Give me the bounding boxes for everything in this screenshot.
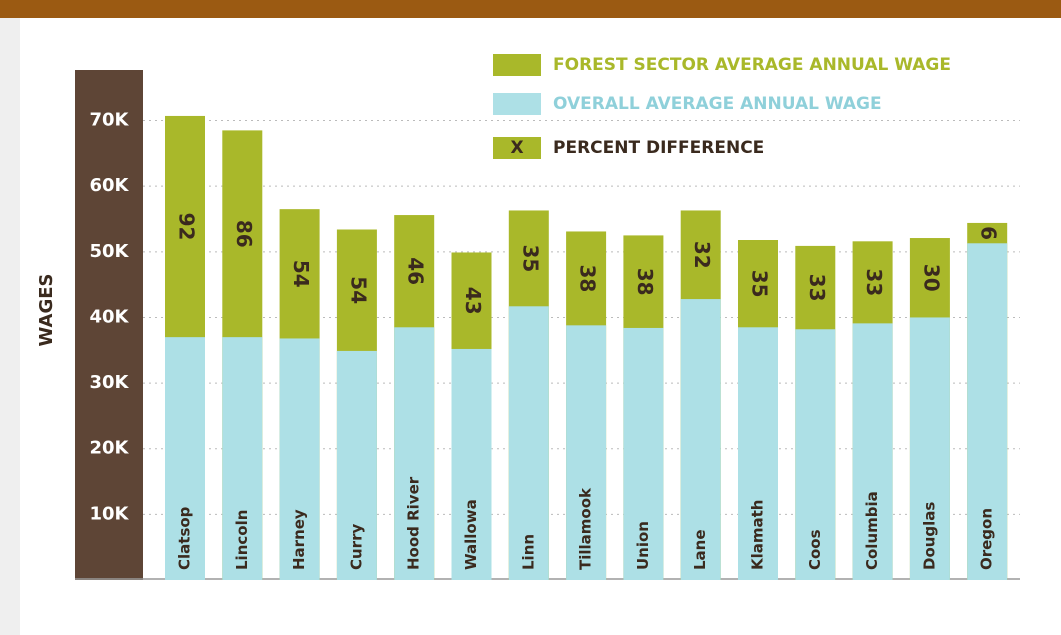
bar: [566, 325, 607, 580]
percent-label: 92: [175, 213, 199, 241]
y-tick-label: 30K: [90, 372, 130, 393]
legend-swatch: [493, 54, 541, 76]
percent-label: 43: [461, 287, 485, 315]
bar: [795, 329, 836, 580]
percent-label: 6: [977, 226, 1001, 240]
percent-label: 35: [748, 270, 772, 298]
y-tick-label: 70K: [90, 110, 130, 131]
percent-label: 86: [232, 220, 256, 248]
bar: [680, 299, 721, 580]
percent-label: 33: [862, 268, 886, 296]
x-tick-label: Coos: [806, 529, 824, 570]
legend-label: PERCENT DIFFERENCE: [553, 138, 764, 158]
bar: [852, 323, 893, 580]
bar: [623, 327, 664, 580]
percent-label: 33: [805, 274, 829, 302]
bar: [967, 243, 1008, 580]
bar: [222, 337, 263, 580]
x-tick-label: Union: [634, 521, 652, 570]
x-tick-label: Curry: [347, 524, 365, 570]
bar: [909, 317, 950, 580]
x-tick-label: Hood River: [405, 476, 423, 570]
x-tick-label: Clatsop: [176, 506, 194, 570]
bar: [451, 348, 492, 580]
x-tick-label: Lane: [691, 529, 709, 570]
percent-label: 32: [690, 241, 714, 269]
percent-label: 54: [289, 260, 313, 288]
percent-label: 38: [633, 268, 657, 296]
y-tick-label: 40K: [90, 306, 130, 327]
percent-label: 38: [576, 264, 600, 292]
y-axis-label: WAGES: [36, 273, 57, 346]
bar: [394, 327, 435, 580]
x-tick-label: Oregon: [978, 508, 996, 570]
legend-swatch: [493, 137, 541, 159]
x-tick-label: Columbia: [863, 491, 881, 570]
bar: [165, 337, 205, 580]
x-tick-label: Douglas: [920, 502, 938, 570]
legend-symbol: X: [510, 138, 523, 158]
x-tick-label: Tillamook: [577, 487, 595, 570]
percent-label: 46: [404, 257, 428, 285]
x-tick-label: Linn: [519, 534, 537, 570]
x-tick-label: Wallowa: [462, 499, 480, 570]
percent-label: 54: [346, 276, 370, 304]
top-banner: [0, 0, 1061, 18]
y-tick-label: 10K: [90, 503, 130, 524]
x-tick-label: Lincoln: [233, 510, 251, 570]
percent-label: 35: [518, 244, 542, 272]
legend-label: OVERALL AVERAGE ANNUAL WAGE: [553, 94, 882, 114]
percent-label: 30: [919, 264, 943, 292]
bar: [508, 306, 549, 580]
y-tick-label: 60K: [90, 175, 130, 196]
x-tick-label: Harney: [290, 509, 308, 570]
bar: [279, 338, 320, 580]
y-tick-label: 20K: [90, 438, 130, 459]
y-axis-band: [75, 70, 143, 580]
legend-swatch: [493, 93, 541, 115]
bar: [336, 350, 377, 580]
legend-label: FOREST SECTOR AVERAGE ANNUAL WAGE: [553, 55, 951, 75]
y-tick-label: 50K: [90, 241, 130, 262]
bar: [738, 327, 778, 580]
x-tick-label: Klamath: [749, 500, 767, 571]
